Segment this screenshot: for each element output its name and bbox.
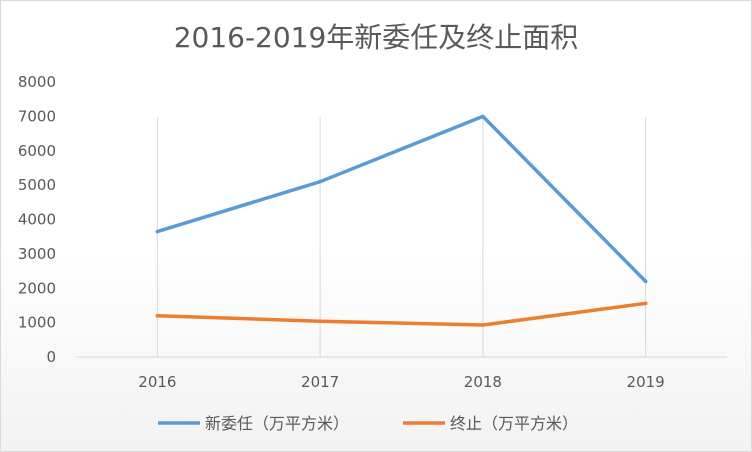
data-point [643, 301, 648, 306]
y-tick-label: 3000 [18, 245, 56, 263]
axis-layer: 0 1000 2000 3000 4000 5000 6000 7000 8000 2016 201… [18, 73, 727, 391]
y-tick-label: 0 [46, 348, 56, 366]
legend-label-2: 终止（万平方米） [450, 414, 578, 433]
data-point [318, 179, 322, 184]
y-tick-label: 4000 [18, 211, 56, 229]
y-tick-label: 7000 [18, 107, 56, 125]
y-tick-label: 8000 [18, 73, 56, 91]
legend-label-1: 新委任（万平方米） [205, 414, 349, 433]
x-tick-label: 2017 [301, 373, 339, 391]
data-point [481, 323, 485, 327]
data-point [155, 313, 160, 318]
grid-layer [156, 117, 647, 357]
legend: 新委任（万平方米） 终止（万平方米） [158, 414, 578, 433]
data-point [481, 114, 485, 119]
x-tick-label: 2018 [464, 373, 502, 391]
data-point [318, 319, 322, 324]
data-point [155, 229, 160, 234]
series-line-1 [155, 114, 648, 284]
series-layer [155, 114, 648, 327]
data-point [643, 279, 648, 284]
series-line-2 [155, 301, 648, 327]
y-tick-label: 2000 [18, 279, 56, 297]
chart-title: 2016-2019年新委任及终止面积 [174, 21, 579, 54]
x-tick-label: 2019 [627, 373, 665, 391]
y-tick-label: 5000 [18, 176, 56, 194]
x-tick-label: 2016 [138, 373, 176, 391]
y-tick-label: 1000 [18, 314, 56, 332]
y-tick-label: 6000 [18, 142, 56, 160]
